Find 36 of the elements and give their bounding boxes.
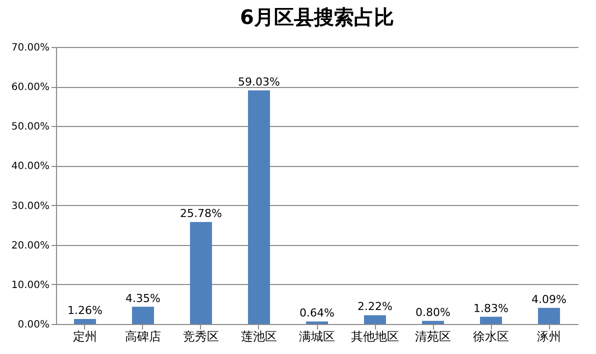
data-label: 59.03% xyxy=(238,75,280,88)
data-label: 1.26% xyxy=(68,304,102,318)
y-tick-label: 20.00% xyxy=(11,240,50,252)
bar xyxy=(538,308,560,324)
bar xyxy=(190,222,212,324)
y-tick-label: 70.00% xyxy=(11,42,50,54)
x-tick-label: 徐水区 xyxy=(473,330,509,344)
x-tick-label: 其他地区 xyxy=(351,330,399,344)
x-tick-label: 高碑店 xyxy=(125,330,161,344)
x-tick-label: 竞秀区 xyxy=(183,330,219,344)
x-tick-label: 清苑区 xyxy=(415,330,451,344)
bar xyxy=(480,316,502,324)
data-label: 0.80% xyxy=(416,306,450,319)
bar xyxy=(422,320,444,324)
y-tick-label: 30.00% xyxy=(11,200,50,212)
data-label: 0.64% xyxy=(300,306,334,320)
data-label: 25.78% xyxy=(180,206,222,220)
x-tick-label: 定州 xyxy=(73,330,97,344)
y-tick-label: 40.00% xyxy=(11,161,50,172)
y-tick-label: 60.00% xyxy=(11,82,50,94)
x-tick-label: 满城区 xyxy=(299,330,335,344)
bar xyxy=(132,306,154,324)
y-tick-label: 50.00% xyxy=(11,122,50,133)
data-label: 4.09% xyxy=(532,292,566,306)
bar xyxy=(248,90,270,324)
bar xyxy=(306,321,328,324)
y-tick-label: 0.00% xyxy=(18,320,50,330)
x-tick-label: 涿州 xyxy=(537,330,561,344)
chart-title: 6月区县搜索占比 xyxy=(240,5,394,29)
data-label: 4.35% xyxy=(126,292,160,305)
y-tick-label: 10.00% xyxy=(11,280,50,291)
data-label: 1.83% xyxy=(474,302,508,315)
bar xyxy=(364,315,386,324)
data-label: 2.22% xyxy=(358,300,392,314)
x-tick-label: 莲池区 xyxy=(241,330,277,344)
bar xyxy=(74,319,96,324)
